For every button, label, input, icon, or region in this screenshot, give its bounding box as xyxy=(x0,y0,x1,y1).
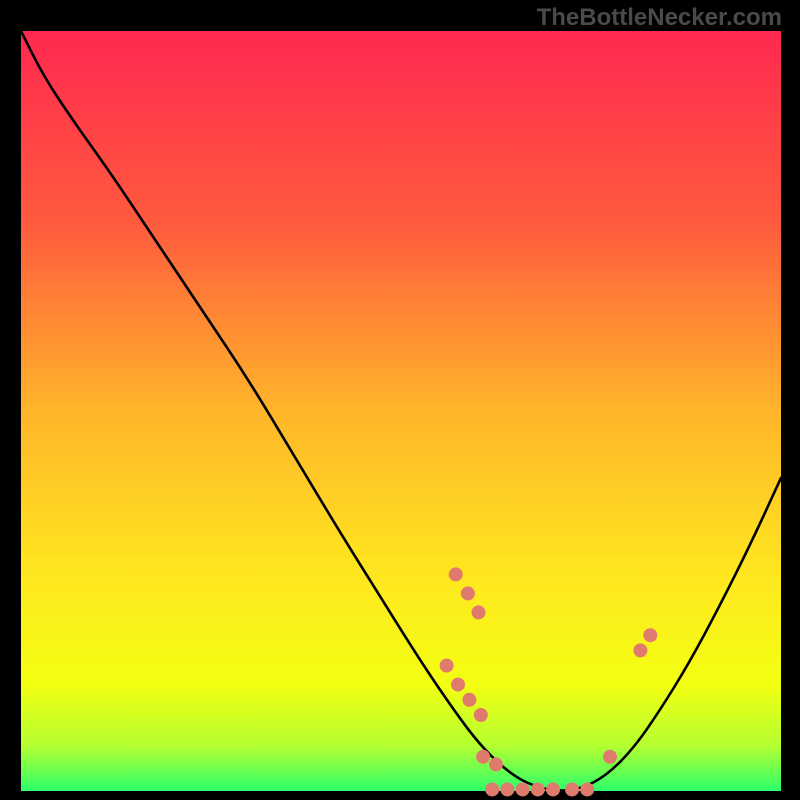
watermark-text: TheBottleNecker.com xyxy=(537,4,782,32)
plot-area xyxy=(21,31,781,791)
chart-container: TheBottleNecker.com xyxy=(0,0,800,800)
